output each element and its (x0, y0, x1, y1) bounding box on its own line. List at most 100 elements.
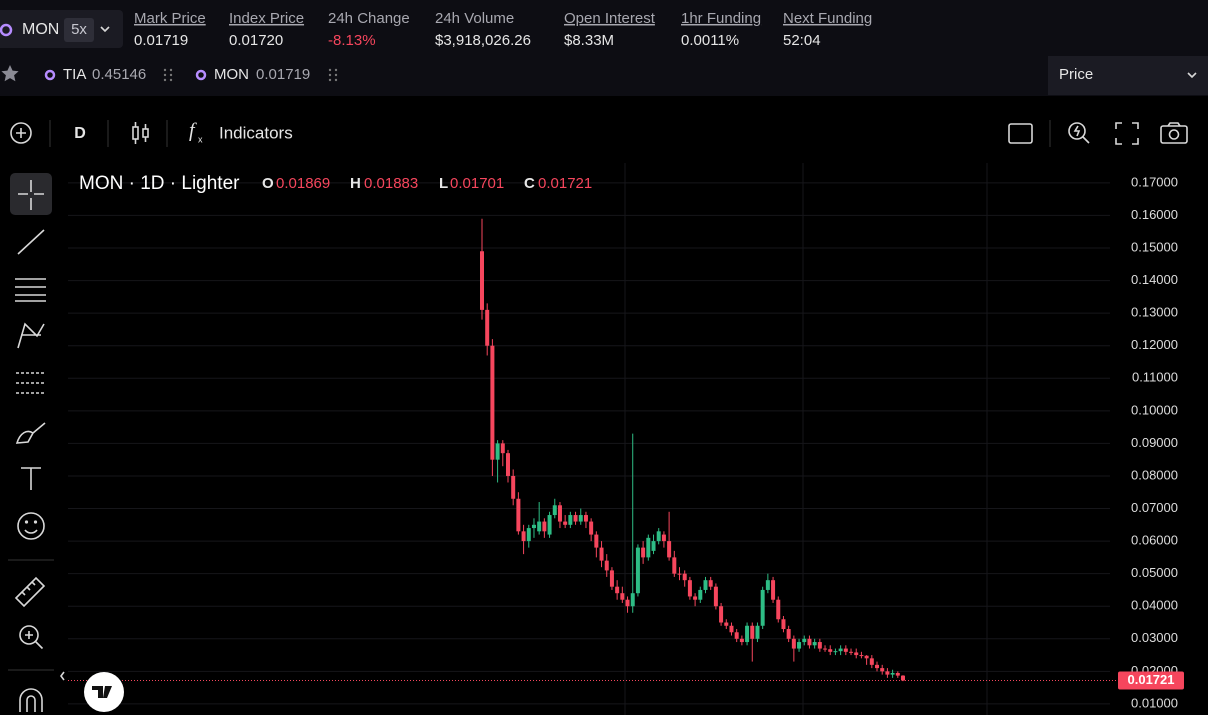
candle-body (755, 625, 760, 639)
stat-label: Open Interest (564, 10, 656, 27)
candle-body (797, 642, 802, 649)
fav-price: 0.01719 (256, 66, 310, 83)
stat-value: 0.01720 (229, 32, 283, 49)
y-tick-label: 0.06000 (1131, 533, 1178, 548)
last-price-label: 0.01721 (1128, 672, 1175, 687)
magnet-tool[interactable] (19, 688, 43, 712)
stat-label: Index Price (229, 10, 304, 27)
candle-body (693, 596, 698, 600)
candle-body (505, 453, 510, 476)
candle-body (656, 531, 661, 542)
candle-body (646, 537, 651, 558)
ohlc-value: 0.01883 (364, 175, 418, 192)
candle-body (828, 649, 833, 652)
candle-body (745, 625, 750, 643)
y-tick-label: 0.10000 (1131, 402, 1178, 417)
candle-body (713, 586, 718, 607)
fav-icon (44, 69, 56, 81)
candle-body (703, 580, 708, 590)
candle-body (880, 668, 885, 672)
candle-body (760, 589, 765, 626)
indicators-button[interactable]: Indicators (219, 123, 293, 142)
candle-body (615, 586, 620, 594)
y-tick-label: 0.01000 (1131, 695, 1178, 710)
drag-handle (328, 68, 338, 82)
candle-body (495, 443, 500, 460)
candle-body (812, 642, 817, 646)
candle-body (500, 443, 505, 454)
y-tick-label: 0.09000 (1131, 435, 1178, 450)
last-price-tag (1118, 671, 1184, 690)
ticker-symbol: MON (22, 21, 59, 38)
candle-body (609, 570, 614, 587)
crosshair-icon (18, 180, 44, 210)
ticker-select[interactable] (0, 10, 123, 48)
candle-body (641, 547, 646, 558)
fib-tool[interactable] (15, 278, 46, 302)
replay-icon[interactable] (1068, 122, 1090, 144)
y-tick-label: 0.08000 (1131, 467, 1178, 482)
chart-toolbar (0, 100, 1208, 163)
drag-handle (163, 68, 173, 82)
candle-body (651, 541, 656, 551)
candle-body (531, 524, 536, 529)
fav-price: 0.45146 (92, 66, 146, 83)
candle-body (719, 606, 724, 623)
candle-body (802, 638, 807, 643)
chart-area (68, 163, 1208, 715)
price-select[interactable] (1048, 56, 1208, 95)
candle-body (635, 547, 640, 594)
crosshair-tool[interactable] (10, 173, 52, 215)
candle-body (807, 638, 812, 646)
candle-body (661, 534, 666, 542)
leverage-badge[interactable] (64, 18, 94, 42)
candle-body (568, 515, 573, 525)
candle-body (485, 309, 490, 346)
text-tool[interactable] (21, 467, 41, 490)
candle-body (781, 619, 786, 630)
candle-body (677, 573, 682, 575)
trendline-tool[interactable] (17, 229, 45, 255)
brush-tool[interactable] (15, 422, 46, 444)
price-select-label: Price (1059, 66, 1093, 83)
fav-symbol[interactable]: MON (214, 66, 249, 83)
fx-icon[interactable]: f (189, 120, 197, 142)
candle-body (667, 541, 672, 558)
add-icon[interactable] (10, 122, 32, 144)
stat-label: Next Funding (783, 10, 872, 27)
candle-body (698, 589, 703, 600)
candle-body (573, 515, 578, 522)
candle-body (864, 655, 869, 659)
fav-symbol[interactable]: TIA (63, 66, 86, 83)
pattern-tool[interactable] (17, 322, 45, 349)
collapse-arrow[interactable] (60, 671, 65, 681)
candle-body (849, 651, 854, 653)
candle-body (739, 638, 744, 643)
leverage: 5x (71, 21, 87, 38)
star-icon[interactable] (1, 65, 19, 82)
candle-body (786, 629, 791, 639)
fullscreen-icon[interactable] (1115, 122, 1139, 145)
ticker-icon (0, 23, 13, 37)
interval[interactable]: D (74, 125, 86, 142)
candle-body (557, 505, 562, 522)
chevron (1187, 72, 1197, 79)
candle-body (537, 521, 542, 532)
y-tick-label: 0.13000 (1131, 305, 1178, 320)
top-bar (0, 0, 1208, 55)
candle-body (895, 672, 900, 676)
candle-body (511, 475, 516, 499)
candle-body (901, 675, 905, 681)
stat-value: $3,918,026.26 (435, 32, 531, 49)
candle-body (625, 599, 630, 607)
layout-icon[interactable] (1008, 123, 1033, 144)
candle-type-icon[interactable] (132, 122, 149, 144)
zoom-tool[interactable] (19, 625, 44, 650)
ohlc-key: H (350, 175, 361, 192)
stat-label: Mark Price (134, 10, 206, 27)
screenshot-icon[interactable] (1160, 122, 1188, 144)
ruler-tool[interactable] (14, 576, 46, 608)
projection-tool[interactable] (16, 372, 46, 394)
emoji-tool[interactable] (17, 512, 45, 540)
